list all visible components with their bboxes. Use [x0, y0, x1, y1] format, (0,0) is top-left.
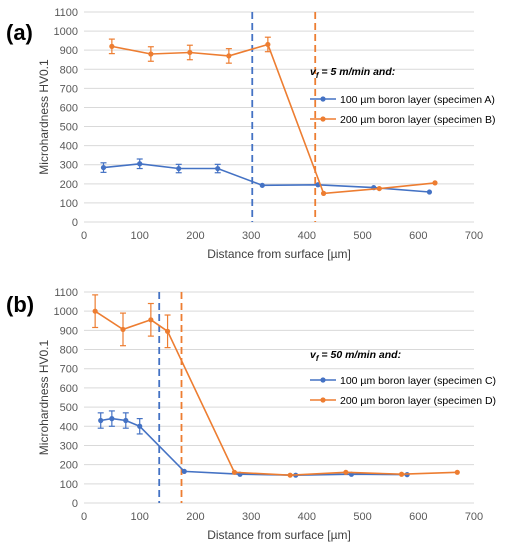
chart1-series-2-line: [111, 43, 436, 195]
chart1-ytick-label-1100: 1100: [54, 7, 78, 19]
chart1-ytick-label-600: 600: [60, 102, 78, 114]
chart1-xtick-label-700: 700: [465, 230, 483, 242]
chart2-series-2-point-6: [287, 472, 293, 478]
chart1-panel-label: (a): [6, 20, 33, 45]
chart1-xtick-label-200: 200: [186, 230, 204, 242]
chart2-series-1-point-3: [123, 417, 129, 424]
chart2-ytick-label-300: 300: [60, 440, 78, 452]
chart2-series-2-point-9: [454, 469, 460, 475]
chart1-series-1-point-2: [137, 161, 143, 167]
chart1-series-2-point-7: [376, 185, 382, 192]
chart1-series-2-point-5: [265, 41, 271, 48]
chart2-series-2-point-8: [398, 471, 405, 477]
chart2-y-axis-title: Microhardness HV0.1: [37, 339, 51, 455]
chart1-ytick-label-500: 500: [60, 122, 78, 134]
chart1-legend-label-1: 100 µm boron layer (specimen A): [340, 94, 495, 106]
chart2-ytick-label-800: 800: [60, 345, 78, 357]
chart2-legend-swatch-marker-1: [320, 377, 326, 383]
chart2-series-1-point-4: [137, 423, 143, 429]
chart2-legend-label-2: 200 µm boron layer (specimen D): [340, 395, 496, 407]
chart2-series-2-point-5: [231, 469, 238, 475]
chart1-legend-swatch-marker-2: [320, 116, 326, 122]
chart2-ytick-label-1000: 1000: [54, 306, 78, 318]
chart1-xtick-label-500: 500: [353, 230, 371, 242]
chart1-xtick-label-600: 600: [409, 230, 427, 242]
chart2-series-1-point-1: [98, 417, 104, 424]
chart2-ytick-label-0: 0: [72, 498, 78, 510]
chart2-xtick-label-600: 600: [409, 511, 427, 523]
chart1-ytick-label-1000: 1000: [54, 26, 78, 38]
chart2-series-2-point-7: [343, 469, 349, 475]
chart1-series-2-point-4: [226, 53, 232, 59]
chart1-legend-label-2: 200 µm boron layer (specimen B): [340, 114, 495, 126]
chart2-ytick-label-100: 100: [60, 479, 78, 491]
chart2-xtick-label-300: 300: [242, 511, 260, 523]
chart1-x-axis-title: Distance from surface [µm]: [207, 247, 351, 261]
chart1-ytick-label-200: 200: [60, 179, 78, 191]
chart2-ytick-label-200: 200: [60, 460, 78, 472]
chart1-series-1-line: [103, 162, 430, 193]
chart2-series-2-point-1: [92, 308, 98, 314]
chart2-ytick-label-900: 900: [60, 325, 78, 337]
chart2-series-2-point-4: [164, 328, 171, 334]
chart1-ytick-label-900: 900: [60, 45, 78, 57]
chart1-series-1-point-4: [215, 165, 221, 172]
chart2-ytick-label-1100: 1100: [54, 287, 78, 299]
chart2-ytick-label-700: 700: [60, 364, 78, 376]
chart2-xtick-label-700: 700: [465, 511, 483, 523]
chart2-series-1-point-2: [109, 416, 115, 422]
chart1-series-2-point-3: [187, 49, 193, 56]
chart2-xtick-label-0: 0: [81, 511, 87, 523]
chart2-legend-label-1: 100 µm boron layer (specimen C): [340, 375, 496, 387]
chart1-ytick-label-400: 400: [60, 141, 78, 153]
chart2-ytick-label-500: 500: [60, 402, 78, 414]
chart2-xtick-label-500: 500: [353, 511, 371, 523]
chart1-ytick-label-800: 800: [60, 64, 78, 76]
chart1-series-1-point-5: [259, 182, 265, 188]
chart1-ytick-label-700: 700: [60, 83, 78, 95]
chart2-xtick-label-100: 100: [131, 511, 149, 523]
chart1-series-1-point-8: [426, 189, 433, 195]
chart1-xtick-label-100: 100: [131, 230, 149, 242]
chart2-series-2-point-3: [148, 317, 154, 323]
chart1-ytick-label-0: 0: [72, 217, 78, 229]
chart2-xtick-label-200: 200: [186, 511, 204, 523]
chart1-series-2-point-1: [109, 43, 115, 49]
chart2-xtick-label-400: 400: [298, 511, 316, 523]
chart1-ytick-label-100: 100: [60, 198, 78, 210]
chart2-ytick-label-400: 400: [60, 421, 78, 433]
chart1-y-axis-title: Microhardness HV0.1: [37, 59, 51, 175]
chart2-legend-swatch-marker-2: [320, 397, 326, 403]
chart2-panel-label: (b): [6, 292, 34, 317]
chart1-ytick-label-300: 300: [60, 160, 78, 172]
chart1-xtick-label-400: 400: [298, 230, 316, 242]
chart2-x-axis-title: Distance from surface [µm]: [207, 528, 351, 542]
chart1-series-2-point-6: [320, 190, 327, 196]
chart1-series-1-point-3: [176, 165, 182, 172]
chart1-series-2-point-8: [432, 180, 438, 186]
chart1-series-1-point-1: [100, 164, 107, 171]
chart1-xtick-label-0: 0: [81, 230, 87, 242]
chart2-legend-header: vf = 50 m/min and:: [310, 349, 401, 363]
chart1-legend-swatch-marker-1: [320, 96, 326, 102]
chart2-series-1-point-5: [181, 468, 187, 474]
chart2-ytick-label-600: 600: [60, 383, 78, 395]
chart1-legend-header: vf = 5 m/min and:: [310, 66, 395, 80]
chart2-series-2-point-2: [120, 326, 126, 333]
chart1-series-2-point-2: [148, 51, 154, 57]
chart1-xtick-label-300: 300: [242, 230, 260, 242]
